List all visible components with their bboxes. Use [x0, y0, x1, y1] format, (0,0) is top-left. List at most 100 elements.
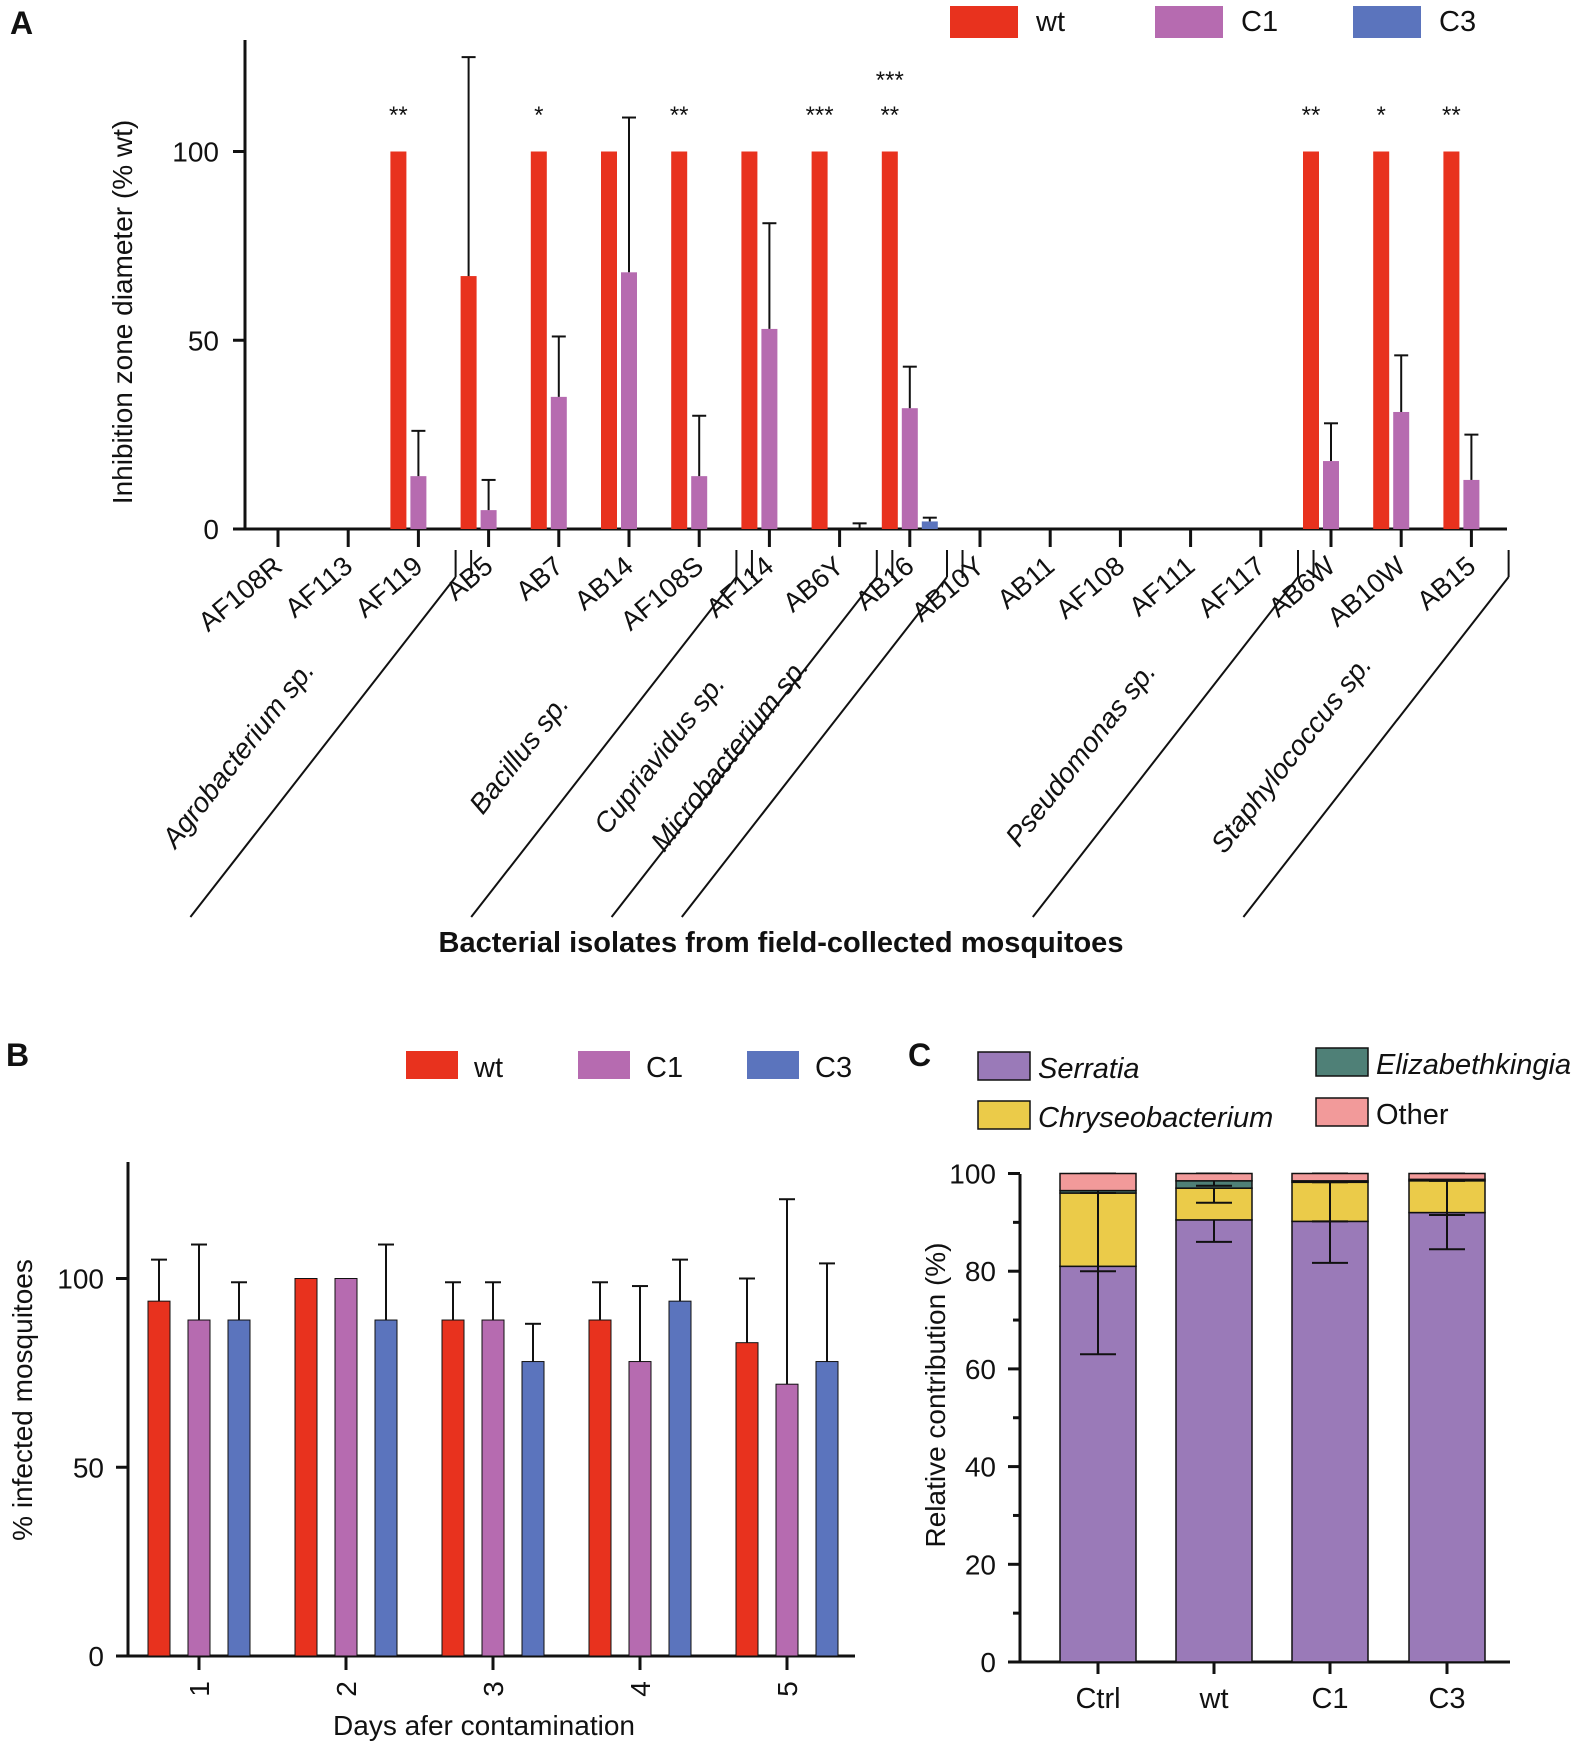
- panel-b-y-axis-label: % infected mosquitoes: [7, 1259, 38, 1541]
- bar-wt-ab14: [601, 151, 617, 529]
- bar-other-ctrl: [1059, 1172, 1137, 1192]
- panel-b-x-tick-label: 2: [331, 1681, 362, 1697]
- legend-swatch-c3: [1353, 6, 1421, 38]
- panel-a-x-tick-label: AF108R: [193, 551, 288, 638]
- legend-label-other: Other: [1376, 1099, 1449, 1131]
- bar-wt-ab15: [1443, 151, 1460, 529]
- panel-a-letter: A: [10, 5, 33, 41]
- bar-other-wt: [1175, 1172, 1253, 1182]
- panel-c-y-tick-label: 100: [949, 1159, 996, 1190]
- panel-a-x-tick-label: AF114: [701, 551, 780, 624]
- panel-a-x-tick-label: AF108: [1050, 551, 1130, 625]
- bar-c1-day-4: [628, 1361, 652, 1657]
- bar-wt-af108s: [671, 151, 688, 529]
- significance-marker: *: [1377, 102, 1386, 129]
- legend-label-c1: C1: [646, 1052, 683, 1084]
- bar-c1-ab7: [550, 396, 567, 529]
- bar-c1-ab10w: [1393, 411, 1410, 529]
- panel-a-x-tick-label: AB11: [992, 551, 1060, 615]
- panel-b-x-tick-label: 3: [478, 1681, 509, 1697]
- bar-wt-day-4: [588, 1319, 612, 1657]
- bar-other-c1: [1291, 1172, 1369, 1182]
- bar-c1-day-3: [481, 1319, 505, 1657]
- bar-serratia-c1: [1291, 1220, 1369, 1663]
- panel-c: C Serratia Elizabethkingia Chryseobacteriu…: [908, 1037, 1571, 1715]
- panel-c-letter: C: [908, 1037, 931, 1073]
- panel-c-legend: Serratia Elizabethkingia Chryseobacterium O…: [977, 1047, 1571, 1134]
- genus-label-pseudomonas-sp: Pseudomonas sp.: [999, 656, 1161, 852]
- bar-wt-ab16: [881, 151, 898, 529]
- genus-bracket-line: [1242, 576, 1510, 918]
- bar-wt-ab5: [460, 276, 477, 529]
- bar-wt-af114: [741, 151, 758, 529]
- panel-b: B wt C1 C3 % infected mosquitoes 0 50 100 1 2 3…: [6, 1037, 855, 1741]
- panel-a-x-tick-label: AF113: [279, 551, 358, 624]
- legend-label-c1: C1: [1241, 6, 1278, 38]
- bar-c3-ab16: [921, 521, 938, 529]
- bar-wt-ab6y: [811, 151, 828, 529]
- bar-c3-day-1: [227, 1319, 251, 1657]
- panel-b-legend: wt C1 C3: [406, 1051, 852, 1084]
- significance-marker: *: [534, 102, 543, 129]
- legend-swatch-chryseobacterium: [977, 1100, 1031, 1130]
- panel-c-y-tick-label: 0: [980, 1647, 996, 1678]
- genus-label-bacillus-sp: Bacillus sp.: [463, 689, 575, 820]
- panel-c-y-tick-label: 40: [965, 1452, 996, 1483]
- legend-swatch-c1: [578, 1051, 630, 1079]
- legend-swatch-wt: [406, 1051, 458, 1079]
- legend-swatch-other: [1315, 1097, 1369, 1127]
- panel-b-x-axis-title: Days afer contamination: [333, 1710, 635, 1741]
- legend-swatch-c3: [747, 1051, 799, 1079]
- bar-c1-day-5: [775, 1383, 799, 1657]
- panel-b-y-tick-label: 100: [57, 1264, 104, 1295]
- bar-other-c3: [1408, 1172, 1486, 1181]
- legend-label-chryseobacterium: Chryseobacterium: [1038, 1102, 1273, 1134]
- panel-a-x-tick-label: AF111: [1123, 551, 1200, 623]
- panel-a-y-tick-label: 0: [203, 514, 219, 545]
- panel-a-x-tick-label: AB6Y: [777, 551, 849, 618]
- bar-wt-ab7: [530, 151, 547, 529]
- bar-c3-day-4: [668, 1300, 692, 1657]
- bar-c1-ab15: [1463, 479, 1480, 529]
- panel-b-x-tick-label: 4: [625, 1681, 656, 1697]
- panel-a: A wt C1 C3 Inhibition zone diameter (% wt)…: [10, 5, 1510, 959]
- bar-c1-ab14: [621, 272, 637, 529]
- panel-c-x-tick-label: wt: [1199, 1683, 1229, 1715]
- panel-b-x-tick-label: 1: [184, 1681, 215, 1697]
- panel-a-y-tick-label: 50: [188, 325, 219, 356]
- panel-c-plot: 0 20 40 60 80 100 Ctrl wt C1 C3: [949, 1159, 1510, 1715]
- significance-marker: **: [1442, 102, 1461, 129]
- bar-c1-ab6w: [1323, 461, 1339, 529]
- panel-b-x-tick-label: 5: [772, 1681, 803, 1697]
- legend-label-c3: C3: [815, 1052, 852, 1084]
- panel-a-x-tick-label: AF117: [1192, 551, 1271, 624]
- panel-b-plot: 0 50 100 1 2 3 4 5: [57, 1162, 855, 1697]
- panel-c-y-tick-label: 20: [965, 1549, 996, 1580]
- panel-a-x-tick-label: AB10Y: [906, 551, 990, 628]
- bar-c1-day-2: [334, 1278, 358, 1657]
- panel-c-y-tick-label: 80: [965, 1256, 996, 1287]
- bar-serratia-c3: [1408, 1211, 1486, 1663]
- significance-marker: ***: [876, 67, 904, 94]
- significance-marker: **: [670, 102, 689, 129]
- bar-c3-day-5: [815, 1361, 839, 1657]
- legend-swatch-elizabethkingia: [1315, 1047, 1369, 1077]
- bar-c1-af108s: [691, 476, 708, 529]
- panel-a-y-tick-label: 100: [172, 137, 219, 168]
- significance-marker: **: [1302, 102, 1321, 129]
- genus-label-staphylococcus-sp: Staphylococcus sp.: [1205, 650, 1378, 859]
- bar-wt-ab6w: [1303, 151, 1319, 529]
- legend-label-elizabethkingia: Elizabethkingia: [1376, 1049, 1571, 1081]
- genus-label-agrobacterium-sp: Agrobacterium sp.: [155, 655, 321, 855]
- bar-wt-day-3: [441, 1319, 465, 1657]
- panel-c-y-axis-label: Relative contribution (%): [920, 1242, 951, 1547]
- bar-c3-day-2: [374, 1319, 398, 1657]
- bar-wt-ab10w: [1373, 151, 1390, 529]
- panel-a-x-tick-label: AB5: [440, 551, 498, 607]
- panel-c-y-tick-label: 60: [965, 1354, 996, 1385]
- bar-serratia-wt: [1175, 1219, 1253, 1663]
- legend-label-wt: wt: [1035, 6, 1065, 38]
- panel-a-x-axis-title: Bacterial isolates from field-collected …: [439, 927, 1124, 959]
- genus-bracket-line: [610, 576, 878, 918]
